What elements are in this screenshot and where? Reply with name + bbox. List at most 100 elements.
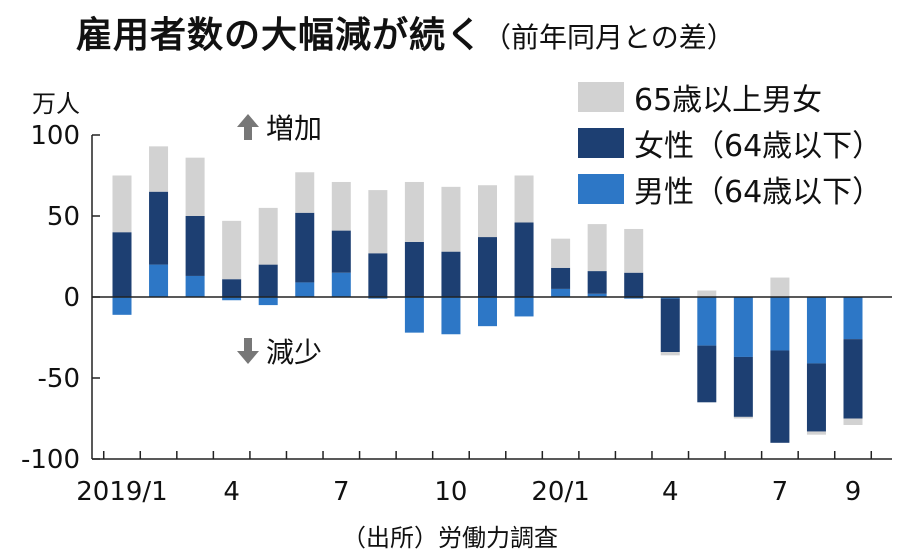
bar-men-2020/4 (660, 297, 680, 299)
bar-women-2020/4 (660, 298, 680, 353)
legend-label-elderly: 65歳以上男女 (634, 83, 823, 118)
bar-women-2020/2 (587, 271, 607, 294)
bar-elderly-2020/8 (806, 431, 826, 435)
bar-women-2019/8 (368, 253, 388, 297)
bar-elderly-2019/6 (295, 172, 315, 213)
y-tick-label-100: 100 (30, 121, 80, 151)
bar-elderly-2019/11 (478, 185, 497, 238)
bar-elderly-2019/8 (368, 190, 388, 254)
legend-swatch-women (578, 128, 624, 158)
bar-men-2019/5 (258, 297, 278, 306)
x-tick-label-2019/4: 4 (223, 477, 240, 507)
bar-women-2020/1 (551, 267, 571, 289)
bar-men-2019/10 (441, 297, 461, 335)
bar-women-2019/12 (514, 222, 534, 297)
bar-elderly-2020/2 (587, 224, 607, 272)
bar-women-2020/7 (770, 350, 790, 443)
bar-men-2020/9 (843, 297, 863, 340)
bar-men-2019/12 (514, 297, 534, 317)
bar-elderly-2020/7 (770, 277, 790, 297)
bar-elderly-2019/12 (514, 175, 534, 223)
increase-annotation: 増加 (237, 112, 322, 145)
x-tick-label-2020/1: 20/1 (531, 477, 589, 507)
bar-women-2020/5 (697, 345, 717, 403)
bar-elderly-2019/9 (404, 181, 424, 242)
bar-men-2020/7 (770, 297, 790, 351)
bar-elderly-2019/7 (331, 181, 351, 231)
bar-men-2019/11 (478, 297, 497, 327)
legend: 65歳以上男女 女性（64歳以下） 男性（64歳以下） (578, 74, 882, 212)
bar-elderly-2019/2 (149, 146, 169, 192)
legend-item-elderly: 65歳以上男女 (578, 74, 882, 120)
x-tick-label-2019/7: 7 (333, 477, 350, 507)
bar-men-2019/2 (149, 264, 169, 297)
up-arrow-icon (237, 114, 259, 140)
decrease-annotation: 減少 (237, 336, 322, 369)
x-tick-label-2020/4: 4 (662, 477, 679, 507)
bar-elderly-2020/1 (551, 238, 571, 268)
bar-women-2019/10 (441, 251, 461, 297)
bar-elderly-2020/3 (624, 228, 644, 273)
bar-men-2019/1 (112, 297, 132, 315)
bar-men-2020/8 (806, 297, 826, 364)
title-subtitle: （前年同月との差） (483, 21, 735, 54)
x-tick-label-2019/1: 2019/1 (76, 477, 167, 507)
legend-item-men: 男性（64歳以下） (578, 166, 882, 212)
x-tick-label-2020/9: 9 (845, 477, 862, 507)
bar-elderly-2019/3 (185, 157, 205, 216)
bar-elderly-2020/4 (660, 352, 680, 356)
bar-men-2020/2 (587, 293, 607, 297)
y-tick-label-0: 0 (63, 283, 80, 313)
legend-label-women: 女性（64歳以下） (634, 129, 883, 164)
bar-women-2019/6 (295, 212, 315, 283)
bar-men-2019/8 (368, 297, 388, 299)
legend-swatch-elderly (578, 82, 624, 112)
bar-women-2019/4 (222, 279, 242, 297)
bar-women-2020/8 (806, 363, 826, 432)
bar-elderly-2020/5 (697, 290, 717, 297)
x-tick-label-2020/7: 7 (772, 477, 789, 507)
y-axis-unit: 万人 (32, 90, 80, 118)
title-main: 雇用者数の大幅減が続く (76, 15, 484, 56)
bar-men-2019/6 (295, 282, 315, 297)
bar-men-2020/6 (733, 297, 753, 357)
bar-women-2019/11 (478, 237, 497, 297)
legend-item-women: 女性（64歳以下） (578, 120, 882, 166)
chart-title: 雇用者数の大幅減が続く（前年同月との差） (76, 6, 735, 58)
bar-elderly-2019/4 (222, 220, 242, 280)
bar-elderly-2020/9 (843, 418, 863, 425)
bar-women-2019/2 (149, 191, 169, 265)
bar-men-2020/3 (624, 297, 644, 299)
bar-elderly-2019/5 (258, 207, 278, 265)
bar-women-2019/5 (258, 264, 278, 297)
source-note: （出所）労働力調査 (342, 524, 558, 552)
increase-label: 増加 (266, 112, 322, 145)
bar-women-2019/3 (185, 216, 205, 276)
bar-women-2019/7 (331, 230, 351, 273)
bar-women-2020/3 (624, 272, 644, 297)
legend-label-men: 男性（64歳以下） (634, 175, 883, 210)
bar-elderly-2019/10 (441, 186, 461, 252)
bar-women-2019/9 (404, 241, 424, 297)
bars-layer (112, 146, 863, 443)
bar-elderly-2020/6 (733, 416, 753, 419)
bar-elderly-2019/1 (112, 175, 132, 233)
bar-men-2019/3 (185, 275, 205, 297)
bar-men-2019/4 (222, 297, 242, 301)
bar-men-2020/5 (697, 297, 717, 346)
down-arrow-icon (237, 338, 259, 364)
bar-women-2019/1 (112, 232, 132, 297)
bar-men-2019/9 (404, 297, 424, 333)
bar-men-2019/7 (331, 272, 351, 297)
bar-women-2020/9 (843, 339, 863, 419)
legend-swatch-men (578, 174, 624, 204)
bar-men-2020/1 (551, 288, 571, 297)
bar-women-2020/6 (733, 356, 753, 417)
y-tick-label-50: 50 (47, 202, 80, 232)
y-tick-label--50: -50 (38, 364, 80, 394)
y-tick-label--100: -100 (21, 445, 80, 475)
decrease-label: 減少 (266, 336, 322, 369)
x-tick-label-2019/10: 10 (434, 477, 467, 507)
